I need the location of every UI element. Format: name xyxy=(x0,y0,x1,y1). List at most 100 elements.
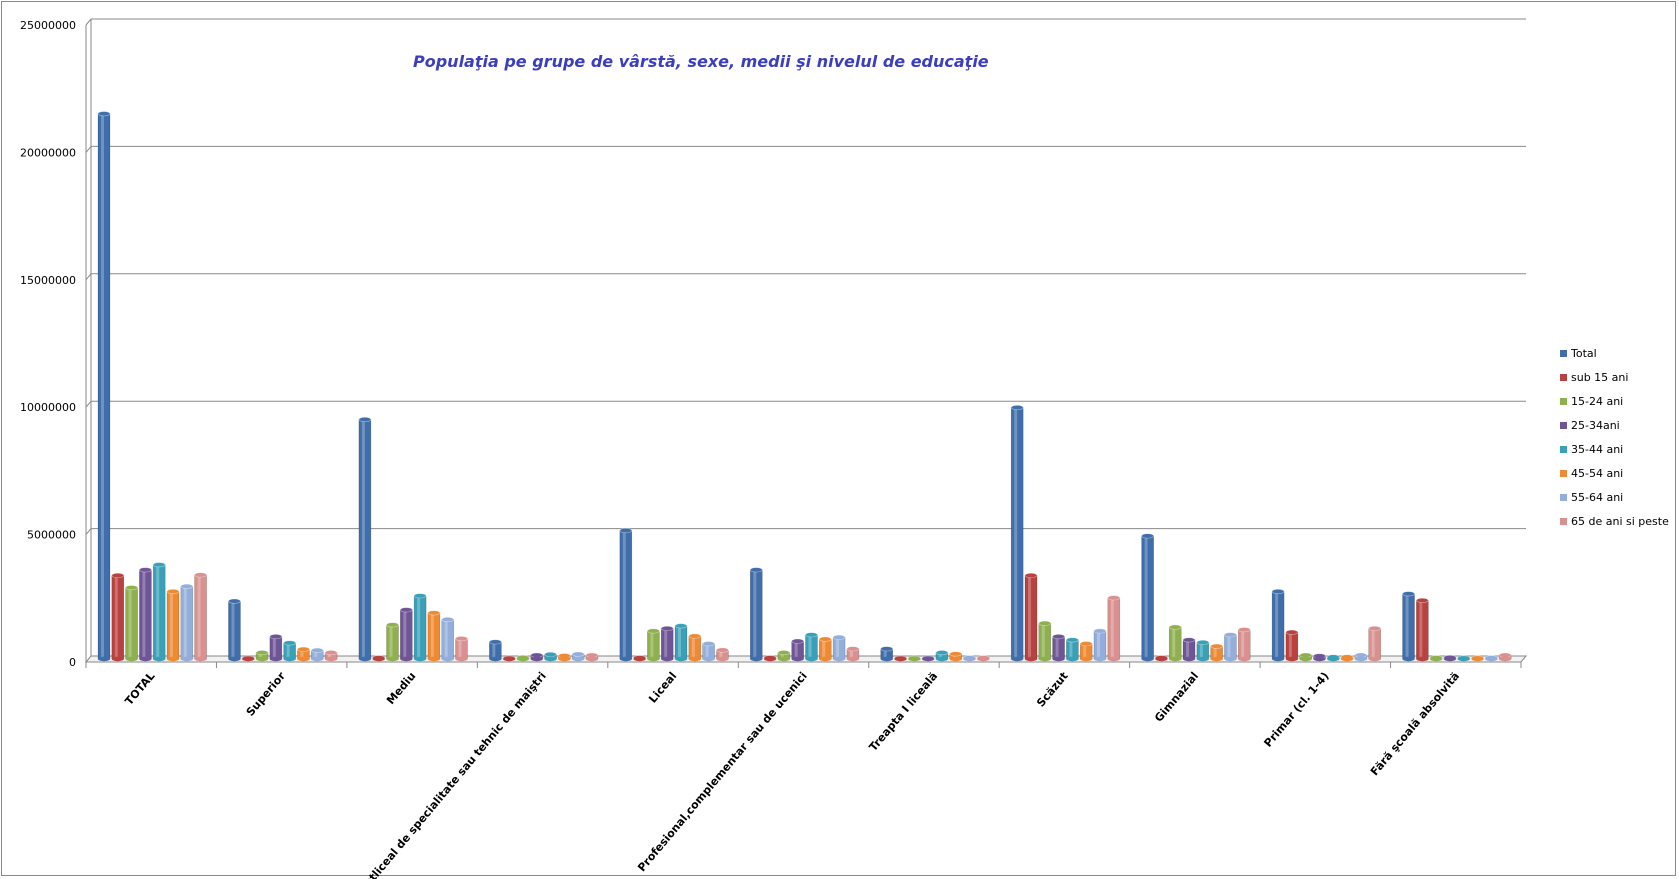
bar-postliceal-de-specialitate-sau-tehnic-de-mai-tri-6 xyxy=(571,651,585,662)
bar-gimnazial-0 xyxy=(1141,533,1154,662)
bar-liceal-5 xyxy=(688,633,702,662)
bar-treapta-i-liceal--1 xyxy=(894,655,907,662)
bar-sc-zut-3 xyxy=(1052,634,1065,662)
bar-treapta-i-liceal--0 xyxy=(880,646,894,662)
bar-liceal-2 xyxy=(647,628,660,662)
bar-postliceal-de-specialitate-sau-tehnic-de-mai-tri-3 xyxy=(530,652,544,662)
y-tick-label: 5000000 xyxy=(27,529,76,542)
x-category-label: Profesional,complementar sau de ucenici xyxy=(635,670,810,875)
y-tick-label: 10000000 xyxy=(20,401,76,414)
bar-f-r-coal-absolvit--3 xyxy=(1443,654,1457,662)
legend-item: 45-54 ani xyxy=(1560,467,1623,480)
bar-total-7 xyxy=(194,572,207,662)
bar-total-3 xyxy=(139,567,152,662)
bar-total-2 xyxy=(125,585,138,662)
bar-total-1 xyxy=(111,572,125,662)
bar-primar-cl-1-4--2 xyxy=(1299,652,1312,662)
legend-item: Total xyxy=(1560,347,1597,360)
bar-sc-zut-7 xyxy=(1107,595,1121,662)
bar-profesional-complementar-sau-de-ucenici-5 xyxy=(818,636,832,662)
legend-swatch xyxy=(1560,470,1567,477)
legend-swatch xyxy=(1560,398,1567,405)
bar-superior-4 xyxy=(283,640,296,662)
bar-gimnazial-3 xyxy=(1182,637,1196,662)
bar-primar-cl-1-4--6 xyxy=(1354,652,1368,662)
bar-gimnazial-7 xyxy=(1237,627,1251,662)
bar-sc-zut-2 xyxy=(1038,620,1052,662)
legend-item: 15-24 ani xyxy=(1560,395,1623,408)
gridline-edge xyxy=(85,273,92,281)
legend-label: Total xyxy=(1570,347,1597,360)
bar-sc-zut-4 xyxy=(1066,637,1079,662)
legend-item: sub 15 ani xyxy=(1560,371,1628,384)
bar-treapta-i-liceal--5 xyxy=(949,651,963,662)
bar-primar-cl-1-4--0 xyxy=(1271,588,1285,662)
bar-sc-zut-0 xyxy=(1010,405,1024,662)
legend: Total sub 15 ani 15-24 ani 25-34ani 35-44 an… xyxy=(1560,347,1669,528)
bar-f-r-coal-absolvit--2 xyxy=(1429,655,1443,662)
bar-liceal-1 xyxy=(633,655,646,662)
bar-primar-cl-1-4--7 xyxy=(1368,625,1381,662)
bar-primar-cl-1-4--3 xyxy=(1313,653,1326,662)
gridline-edge xyxy=(85,146,92,153)
gridline-edge xyxy=(85,18,92,26)
bar-postliceal-de-specialitate-sau-tehnic-de-mai-tri-4 xyxy=(544,651,557,662)
gridlines xyxy=(84,18,1528,663)
bar-total-6 xyxy=(180,583,194,662)
legend-swatch xyxy=(1560,374,1567,381)
bar-superior-7 xyxy=(324,650,338,662)
bar-postliceal-de-specialitate-sau-tehnic-de-mai-tri-7 xyxy=(585,652,599,662)
y-tick-label: 25000000 xyxy=(20,19,76,32)
bar-profesional-complementar-sau-de-ucenici-4 xyxy=(805,632,818,662)
bar-sc-zut-6 xyxy=(1093,628,1107,662)
bars xyxy=(97,111,1512,662)
y-tick-label: 20000000 xyxy=(20,146,76,159)
x-category-label: Scăzut xyxy=(1034,670,1071,710)
bar-postliceal-de-specialitate-sau-tehnic-de-mai-tri-2 xyxy=(516,654,530,662)
bar-primar-cl-1-4--5 xyxy=(1340,654,1354,662)
bar-gimnazial-1 xyxy=(1155,655,1168,662)
x-category-label: Liceal xyxy=(646,670,679,706)
bar-treapta-i-liceal--2 xyxy=(908,655,921,662)
bar-mediu-3 xyxy=(400,607,413,662)
x-category-label: Primar (cl. 1-4) xyxy=(1261,670,1331,750)
legend-swatch xyxy=(1560,518,1567,525)
y-tick-label: 15000000 xyxy=(20,274,76,287)
legend-label: 25-34ani xyxy=(1571,419,1620,432)
bar-mediu-4 xyxy=(413,593,427,662)
bar-mediu-2 xyxy=(386,622,399,662)
legend-label: 35-44 ani xyxy=(1571,443,1623,456)
bar-f-r-coal-absolvit--4 xyxy=(1457,655,1471,662)
bar-f-r-coal-absolvit--7 xyxy=(1498,652,1512,662)
x-category-label: TOTAL xyxy=(122,670,157,708)
legend-swatch xyxy=(1560,446,1567,453)
bar-profesional-complementar-sau-de-ucenici-6 xyxy=(832,634,846,662)
bar-f-r-coal-absolvit--5 xyxy=(1471,655,1484,662)
bar-superior-0 xyxy=(228,598,241,662)
legend-label: 55-64 ani xyxy=(1571,491,1623,504)
bar-superior-5 xyxy=(297,646,310,662)
bar-primar-cl-1-4--4 xyxy=(1326,654,1340,662)
bar-sc-zut-1 xyxy=(1024,572,1038,662)
bar-profesional-complementar-sau-de-ucenici-1 xyxy=(763,655,777,662)
x-category-label: Treapta I liceală xyxy=(867,670,941,754)
chart-title: Populaţia pe grupe de vârstă, sexe, medi… xyxy=(413,52,989,71)
x-category-label: Mediu xyxy=(384,670,418,707)
bar-profesional-complementar-sau-de-ucenici-3 xyxy=(791,638,804,662)
legend-label: 15-24 ani xyxy=(1571,395,1623,408)
bar-sc-zut-5 xyxy=(1079,641,1093,662)
bar-gimnazial-2 xyxy=(1168,624,1182,662)
bar-superior-1 xyxy=(241,655,255,662)
legend-label: 45-54 ani xyxy=(1571,467,1623,480)
bar-profesional-complementar-sau-de-ucenici-0 xyxy=(749,567,763,662)
x-category-label: Superior xyxy=(244,669,289,719)
bar-postliceal-de-specialitate-sau-tehnic-de-mai-tri-1 xyxy=(502,655,516,662)
legend-item: 65 de ani si peste xyxy=(1560,515,1669,528)
bar-superior-2 xyxy=(255,650,269,662)
bar-liceal-0 xyxy=(619,528,633,662)
legend-label: 65 de ani si peste xyxy=(1571,515,1669,528)
bar-mediu-7 xyxy=(455,636,468,662)
bar-treapta-i-liceal--3 xyxy=(921,655,935,662)
